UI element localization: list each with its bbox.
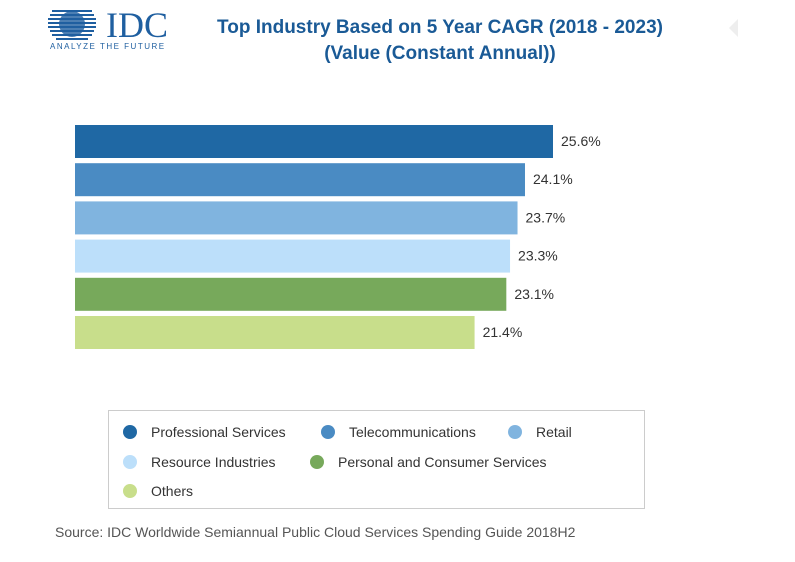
bar-1[interactable]	[75, 163, 525, 197]
bar-0[interactable]	[75, 125, 553, 158]
title-line: Top Industry Based on 5 Year CAGR (2018 …	[217, 17, 663, 38]
legend-marker	[310, 455, 324, 469]
legend-label: Personal and Consumer Services	[338, 454, 547, 470]
legend-label: Resource Industries	[151, 454, 276, 470]
chart-title: Top Industry Based on 5 Year CAGR (2018 …	[190, 15, 690, 67]
bar-chart: 25.6% 24.1% 23.7% 23.3% 23.1% 21.4%	[75, 125, 601, 349]
legend: Professional Services Telecommunications R…	[108, 410, 645, 509]
legend-item-5[interactable]: Others	[123, 483, 193, 499]
bar-4[interactable]	[75, 277, 507, 311]
source-note: Source: IDC Worldwide Semiannual Public …	[55, 524, 576, 540]
legend-item-1[interactable]: Telecommunications	[321, 424, 476, 440]
bar-3[interactable]	[75, 239, 511, 273]
bar-5[interactable]	[75, 316, 475, 349]
data-label-2: 23.7%	[526, 209, 566, 225]
legend-marker	[123, 425, 137, 439]
legend-marker	[123, 484, 137, 498]
svg-text:IDC: IDC	[106, 6, 168, 45]
legend-label: Telecommunications	[349, 424, 476, 440]
data-label-0: 25.6%	[561, 133, 601, 149]
legend-label: Professional Services	[151, 424, 286, 440]
legend-item-4[interactable]: Personal and Consumer Services	[310, 454, 547, 470]
idc-logo: IDC ANALYZE THE FUTURE	[48, 6, 168, 50]
legend-item-0[interactable]: Professional Services	[123, 424, 286, 440]
legend-marker	[321, 425, 335, 439]
data-label-1: 24.1%	[533, 171, 573, 187]
collapse-arrow-icon[interactable]	[729, 19, 738, 37]
data-label-4: 23.1%	[514, 286, 554, 302]
legend-item-2[interactable]: Retail	[508, 424, 572, 440]
bar-2[interactable]	[75, 201, 518, 235]
legend-marker	[123, 455, 137, 469]
legend-label: Retail	[536, 424, 572, 440]
data-label-5: 21.4%	[483, 324, 523, 340]
legend-item-3[interactable]: Resource Industries	[123, 454, 276, 470]
data-label-3: 23.3%	[518, 248, 558, 264]
legend-marker	[508, 425, 522, 439]
svg-text:ANALYZE THE FUTURE: ANALYZE THE FUTURE	[50, 42, 166, 50]
legend-label: Others	[151, 483, 194, 499]
subtitle-line: (Value (Constant Annual))	[324, 43, 556, 64]
